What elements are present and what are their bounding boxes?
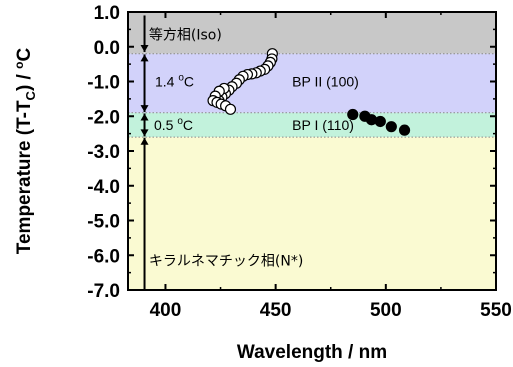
bp2-arrow-head-top [140,54,149,62]
phase-band-2 [128,112,496,138]
bp1-arrow-head-top [140,113,149,121]
tick-labels: 1.0 0.0 -1.0 -2.0 -3.0 -4.0 -5.0 -6.0 -7.0 400 450… [87,3,512,321]
y-tick-label-8: -7.0 [87,281,120,302]
series-1-point-3 [374,115,386,128]
data-points [207,48,411,136]
phase-band-3 [128,137,496,290]
y-tick-label-1: 0.0 [94,38,120,59]
iso-phase-label: 等方相(Iso) [149,27,222,44]
phase-band-1 [128,53,496,113]
bp1-width-label: 0.5 oC [154,116,193,133]
y-tick-label-2: -1.0 [87,73,120,94]
bp1-phase-label: BP I (110) [292,117,354,133]
bp2-arrow-head-bottom [140,105,149,113]
y-tick-label-4: -3.0 [87,142,120,163]
nstar-arrow-head [140,137,149,145]
y-tick-label-7: -6.0 [87,246,120,267]
phase-width-arrows [140,15,149,290]
y-tick-label-0: 1.0 [94,3,120,24]
y-tick-label-6: -5.0 [87,212,120,233]
annotations: 等方相(Iso) BP II (100) BP I (110) キラルネマチック相(N… [149,27,359,270]
y-tick-label-3: -2.0 [87,107,120,128]
y-axis-label: Temperature (T-TC) / oC [12,48,38,255]
x-tick-label-2: 500 [370,300,402,321]
iso-arrow-head [140,44,149,52]
nstar-phase-label: キラルネマチック相(N*) [149,253,303,269]
phase-bands [128,12,496,290]
series-0-point-24 [224,103,237,115]
series-1-point-4 [385,121,397,133]
y-tick-label-5: -4.0 [87,177,120,198]
bp2-phase-label: BP II (100) [292,74,359,90]
x-tick-label-3: 550 [480,300,512,321]
series-1-point-0 [347,108,359,121]
x-axis-label: Wavelength / nm [237,342,387,363]
phase-band-0 [128,12,496,54]
series-1-point-5 [398,124,411,136]
bp2-width-label: 1.4 oC [155,73,194,90]
x-tick-label-1: 450 [260,300,292,321]
axis-ticks [128,11,497,291]
x-tick-label-0: 400 [150,300,182,321]
bp1-arrow-head-bottom [140,129,149,137]
